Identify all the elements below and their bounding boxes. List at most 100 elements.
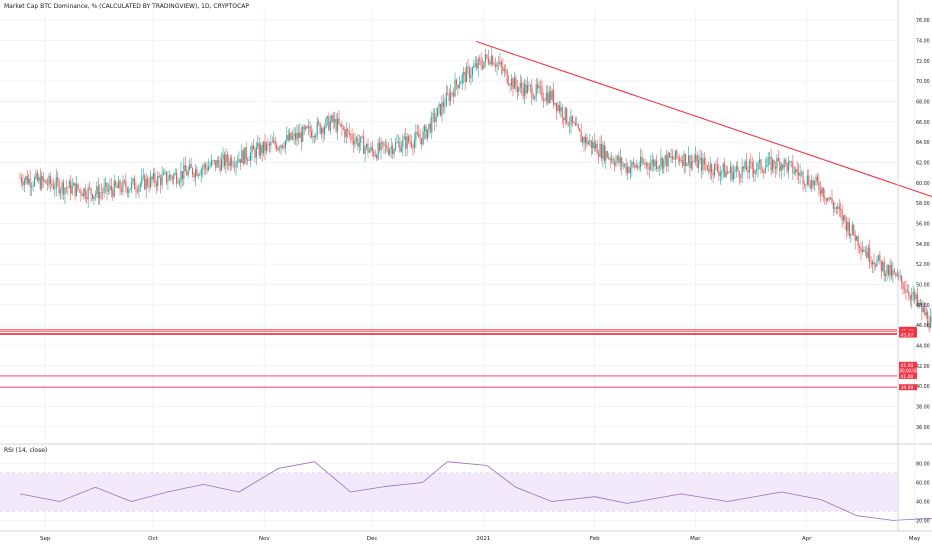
candle-body	[44, 180, 46, 181]
candle-body	[743, 166, 745, 169]
candle-body	[476, 63, 478, 69]
candle-body	[405, 136, 407, 149]
candle-body	[537, 84, 539, 89]
candle-body	[178, 180, 181, 183]
candle-body	[627, 167, 629, 173]
candle-body	[899, 276, 901, 277]
candle-body	[144, 175, 146, 190]
rsi-y-tick-label: 20.00	[916, 518, 930, 524]
candle-body	[381, 141, 384, 143]
candle-body	[544, 100, 546, 102]
candle-body	[32, 185, 34, 187]
candle-body	[431, 114, 433, 132]
candle-body	[574, 122, 576, 126]
candle-body	[47, 183, 49, 185]
candle-body	[225, 154, 227, 166]
y-tick-label: 44.00	[916, 343, 930, 349]
candle-body	[856, 236, 858, 241]
candle-body	[508, 82, 510, 85]
candle-body	[236, 162, 239, 163]
candle-body	[538, 85, 540, 89]
candle-body	[708, 169, 710, 172]
candle-body	[355, 138, 357, 141]
candles-layer	[19, 47, 932, 333]
candle-body	[71, 185, 73, 194]
candle-body	[154, 173, 156, 184]
candle-body	[602, 144, 604, 159]
candle-body	[395, 142, 397, 150]
candle-body	[666, 155, 668, 167]
candle-body	[38, 177, 40, 181]
chart-title: Market Cap BTC Dominance, % (CALCULATED …	[4, 3, 249, 10]
candle-body	[874, 264, 877, 267]
candle-body	[925, 312, 927, 316]
y-tick-label: 68.00	[916, 99, 930, 105]
candle-body	[648, 167, 650, 170]
candle-body	[492, 56, 494, 65]
candle-body	[903, 288, 906, 290]
candle-body	[212, 160, 214, 162]
candle-body	[410, 142, 413, 147]
candle-body	[342, 127, 344, 130]
candle-body	[850, 233, 852, 236]
candle-body	[70, 181, 72, 194]
y-tick-label: 74.00	[916, 38, 930, 44]
candle-body	[334, 119, 336, 123]
candle-body	[36, 173, 38, 181]
trendlines[interactable]	[476, 40, 932, 397]
rsi-title: RSI (14, close)	[4, 447, 48, 454]
candle-body	[570, 115, 572, 126]
y-tick-label: 62.00	[916, 160, 930, 166]
candle-body	[863, 249, 865, 253]
candle-body	[136, 190, 138, 192]
candle-body	[795, 169, 797, 173]
candle-body	[487, 57, 489, 63]
candle-body	[632, 162, 634, 165]
candle-body	[54, 188, 56, 190]
candle-body	[696, 155, 698, 168]
candle-body	[254, 149, 256, 158]
candle-body	[593, 142, 595, 149]
candle-body	[203, 164, 205, 169]
down-trend-line[interactable]	[476, 40, 932, 362]
candle-body	[930, 317, 932, 329]
candle-body	[200, 169, 202, 175]
candle-body	[31, 186, 33, 188]
candle-body	[796, 169, 798, 173]
candle-body	[870, 262, 872, 265]
horizontal-levels[interactable]	[0, 329, 897, 388]
candle-body	[265, 143, 268, 152]
candle-body	[424, 126, 426, 132]
candle-body	[774, 166, 776, 169]
candle-body	[345, 128, 347, 138]
candle-body	[885, 273, 887, 276]
candle-body	[831, 197, 833, 204]
price-flag-label: 39.89	[901, 385, 914, 391]
candle-body	[123, 180, 125, 182]
candle-body	[428, 123, 430, 129]
candle-body	[782, 164, 784, 169]
candle-body	[859, 246, 861, 249]
candle-body	[328, 116, 330, 131]
candle-body	[406, 136, 408, 149]
candle-body	[711, 164, 713, 174]
candle-body	[676, 150, 678, 158]
candle-body	[641, 157, 643, 164]
candle-body	[590, 140, 592, 149]
candle-body	[598, 154, 600, 157]
candle-body	[218, 159, 220, 164]
candle-body	[864, 251, 866, 253]
candle-body	[673, 159, 675, 160]
candle-body	[429, 123, 431, 132]
candle-body	[922, 307, 924, 312]
candle-body	[780, 164, 782, 171]
candle-body	[415, 131, 417, 140]
candle-body	[525, 83, 527, 94]
candle-body	[840, 209, 842, 211]
candle-body	[725, 171, 727, 178]
candle-body	[165, 171, 167, 183]
candle-body	[838, 206, 840, 210]
candle-body	[608, 157, 610, 159]
candle-body	[516, 86, 518, 92]
